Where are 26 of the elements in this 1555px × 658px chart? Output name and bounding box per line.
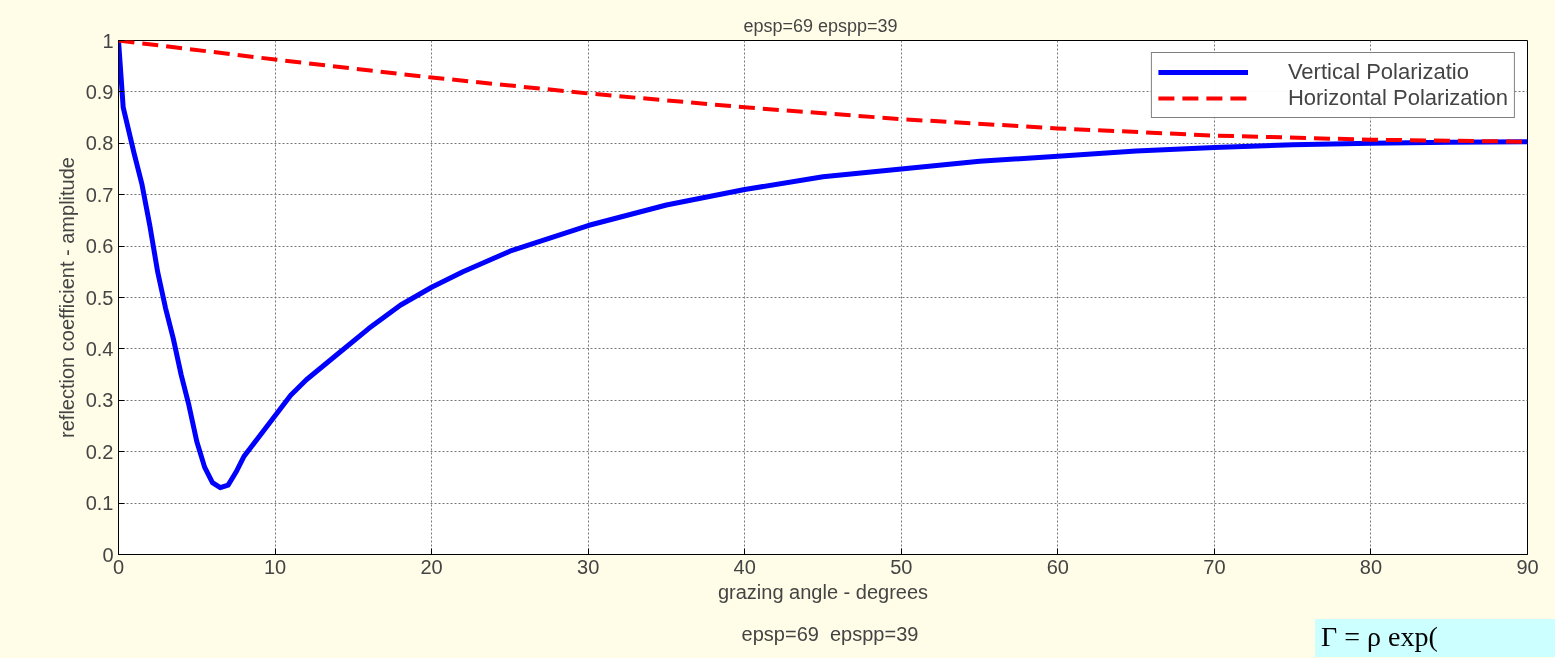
chart-title: epsp=69 epspp=39 [743,15,898,36]
x-tick-label: 10 [263,555,287,578]
y-tick-label: 0.5 [85,286,114,309]
text: epsp=69 epspp=39 [741,622,919,647]
legend-label: Horizontal Polarization [1287,85,1508,111]
y-tick-label: 0.7 [85,183,114,206]
text: Γ = ρ exp( [1321,621,1438,653]
x-axis-title: grazing angle - degrees [717,580,929,603]
x-tick-label: 70 [1203,555,1226,578]
x-tick-label: 30 [577,555,600,578]
y-tick-label: 0.6 [85,235,114,258]
y-tick-label: 0.2 [85,440,114,463]
y-tick-label: 0.4 [85,337,114,360]
y-tick-label: 0.8 [85,132,114,155]
y-tick-label: 0.3 [85,389,114,412]
x-tick-label: 40 [733,555,756,578]
x-tick-label: 90 [1516,555,1539,578]
legend-label: Vertical Polarizatio [1287,59,1469,85]
x-tick-label: 80 [1359,555,1383,578]
y-tick-label: 1 [102,29,114,52]
y-axis-title: reflection coefficient - amplitude [55,157,78,438]
x-tick-label: 60 [1046,555,1069,578]
y-tick-label: 0.1 [85,492,114,515]
x-tick-label: 50 [890,555,913,578]
y-tick-label: 0.9 [85,80,114,103]
x-tick-label: 20 [420,555,443,578]
